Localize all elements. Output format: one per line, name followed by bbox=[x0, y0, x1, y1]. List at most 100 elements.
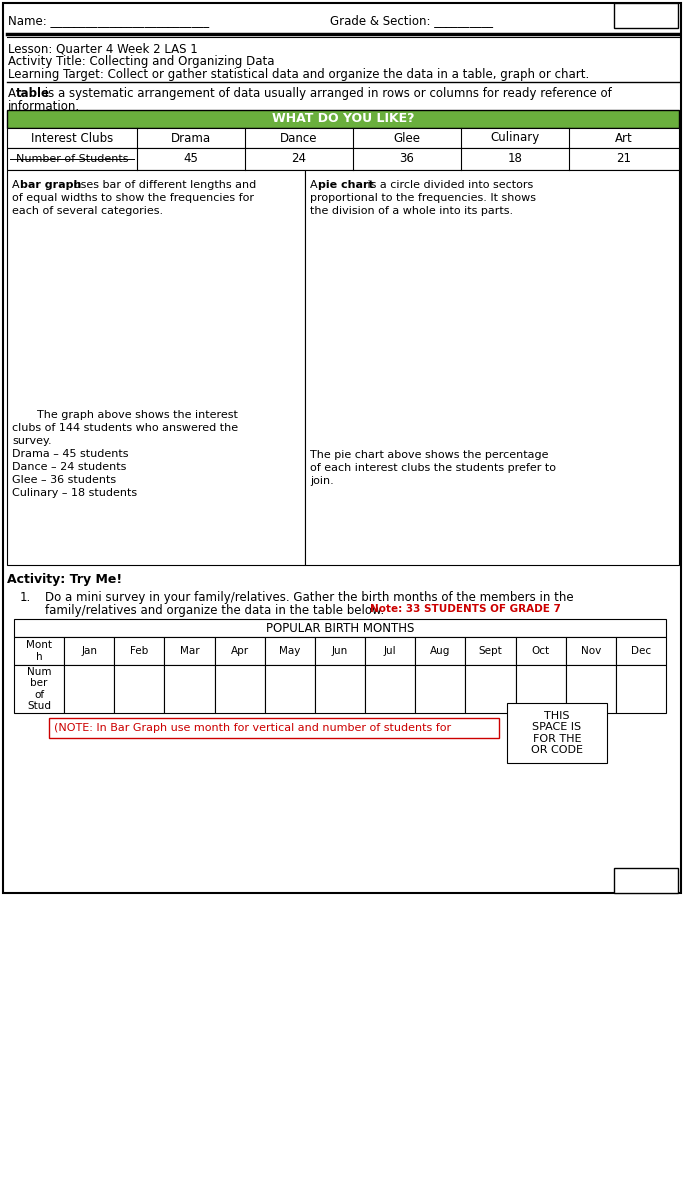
Text: Do a mini survey in your family/relatives. Gather the birth months of the member: Do a mini survey in your family/relative… bbox=[45, 591, 573, 604]
Text: Oct: Oct bbox=[532, 646, 549, 656]
Text: 1.: 1. bbox=[20, 591, 32, 604]
Text: Grade & Section: __________: Grade & Section: __________ bbox=[330, 14, 493, 27]
Text: Mont
h: Mont h bbox=[26, 640, 52, 661]
Text: 24: 24 bbox=[292, 152, 307, 165]
Bar bbox=[215, 665, 265, 713]
Text: 21: 21 bbox=[617, 152, 632, 165]
Text: is a systematic arrangement of data usually arranged in rows or columns for read: is a systematic arrangement of data usua… bbox=[41, 87, 612, 100]
Text: Mar: Mar bbox=[180, 646, 200, 656]
Text: proportional to the frequencies. It shows: proportional to the frequencies. It show… bbox=[310, 193, 536, 203]
Text: table: table bbox=[16, 87, 50, 100]
Text: (NOTE: In Bar Graph use month for vertical and number of students for: (NOTE: In Bar Graph use month for vertic… bbox=[54, 723, 451, 733]
Text: Culinary – 18 students: Culinary – 18 students bbox=[12, 488, 137, 498]
Bar bbox=[305, 170, 679, 565]
Bar bbox=[365, 637, 415, 665]
Bar bbox=[516, 637, 566, 665]
Text: join.: join. bbox=[310, 476, 334, 486]
Bar bbox=[566, 665, 616, 713]
Text: 36: 36 bbox=[399, 152, 414, 165]
Bar bbox=[265, 637, 315, 665]
Bar bbox=[115, 665, 165, 713]
Text: Num
ber
of
Stud: Num ber of Stud bbox=[27, 666, 51, 711]
Text: Number of Students: Number of Students bbox=[16, 154, 128, 164]
Bar bbox=[465, 665, 516, 713]
Bar bbox=[165, 637, 215, 665]
Bar bbox=[3, 4, 681, 893]
Text: Jun: Jun bbox=[332, 646, 348, 656]
Bar bbox=[614, 868, 678, 893]
Text: Glee – 36 students: Glee – 36 students bbox=[12, 475, 116, 485]
Text: The pie chart above shows the percentage: The pie chart above shows the percentage bbox=[310, 450, 549, 460]
Bar bbox=[7, 129, 679, 149]
Bar bbox=[465, 637, 516, 665]
Bar bbox=[7, 170, 305, 565]
Bar bbox=[14, 665, 64, 713]
Text: Sept: Sept bbox=[479, 646, 502, 656]
Text: Apr: Apr bbox=[230, 646, 249, 656]
Text: is a circle divided into sectors: is a circle divided into sectors bbox=[364, 180, 533, 190]
Text: Jan: Jan bbox=[81, 646, 97, 656]
Text: Dance – 24 students: Dance – 24 students bbox=[12, 462, 126, 472]
Text: family/relatives and organize the data in the table below.: family/relatives and organize the data i… bbox=[45, 604, 384, 617]
Text: clubs of 144 students who answered the: clubs of 144 students who answered the bbox=[12, 423, 238, 433]
Text: Learning Target: Collect or gather statistical data and organize the data in a t: Learning Target: Collect or gather stati… bbox=[8, 68, 589, 81]
Bar bbox=[507, 703, 607, 763]
Text: information.: information. bbox=[8, 100, 80, 113]
Bar bbox=[215, 637, 265, 665]
Text: bar graph: bar graph bbox=[20, 180, 82, 190]
Bar bbox=[165, 665, 215, 713]
Text: Dance: Dance bbox=[281, 132, 318, 145]
Text: Art: Art bbox=[615, 132, 633, 145]
Text: each of several categories.: each of several categories. bbox=[12, 206, 163, 216]
Text: Note: 33 STUDENTS OF GRADE 7: Note: 33 STUDENTS OF GRADE 7 bbox=[370, 604, 561, 614]
Text: Drama: Drama bbox=[171, 132, 211, 145]
Bar bbox=[7, 110, 679, 129]
Bar bbox=[14, 637, 64, 665]
Text: Dec: Dec bbox=[631, 646, 651, 656]
Text: Nov: Nov bbox=[580, 646, 601, 656]
Text: of equal widths to show the frequencies for: of equal widths to show the frequencies … bbox=[12, 193, 254, 203]
Bar bbox=[64, 637, 115, 665]
Text: Name: ___________________________: Name: ___________________________ bbox=[8, 14, 209, 27]
Text: 18: 18 bbox=[508, 152, 523, 165]
Bar bbox=[616, 665, 666, 713]
Bar bbox=[64, 665, 115, 713]
Text: THIS
SPACE IS
FOR THE
OR CODE: THIS SPACE IS FOR THE OR CODE bbox=[531, 711, 583, 756]
Bar bbox=[365, 665, 415, 713]
Text: survey.: survey. bbox=[12, 436, 51, 446]
Text: A: A bbox=[8, 87, 20, 100]
Text: POPULAR BIRTH MONTHS: POPULAR BIRTH MONTHS bbox=[265, 621, 414, 634]
Bar bbox=[614, 4, 678, 28]
Text: the division of a whole into its parts.: the division of a whole into its parts. bbox=[310, 206, 513, 216]
Text: Lesson: Quarter 4 Week 2 LAS 1: Lesson: Quarter 4 Week 2 LAS 1 bbox=[8, 42, 198, 55]
Bar bbox=[415, 665, 465, 713]
Bar bbox=[265, 665, 315, 713]
Text: Culinary: Culinary bbox=[490, 132, 540, 145]
Text: pie chart: pie chart bbox=[318, 180, 374, 190]
Text: Jul: Jul bbox=[384, 646, 397, 656]
Text: A: A bbox=[12, 180, 23, 190]
Text: uses bar of different lengths and: uses bar of different lengths and bbox=[70, 180, 257, 190]
Text: The graph above shows the interest: The graph above shows the interest bbox=[37, 410, 238, 420]
Text: A: A bbox=[310, 180, 321, 190]
Text: of each interest clubs the students prefer to: of each interest clubs the students pref… bbox=[310, 463, 556, 473]
Text: May: May bbox=[279, 646, 300, 656]
Bar bbox=[516, 665, 566, 713]
Text: Glee: Glee bbox=[394, 132, 421, 145]
Bar bbox=[415, 637, 465, 665]
Text: WHAT DO YOU LIKE?: WHAT DO YOU LIKE? bbox=[272, 112, 414, 125]
Text: Activity: Try Me!: Activity: Try Me! bbox=[7, 573, 122, 586]
Bar bbox=[14, 619, 666, 637]
Bar bbox=[49, 718, 499, 738]
Bar bbox=[566, 637, 616, 665]
Bar bbox=[7, 149, 679, 170]
Bar bbox=[315, 665, 365, 713]
Text: 45: 45 bbox=[184, 152, 198, 165]
Bar bbox=[315, 637, 365, 665]
Text: Aug: Aug bbox=[430, 646, 451, 656]
Text: Interest Clubs: Interest Clubs bbox=[31, 132, 113, 145]
Text: Drama – 45 students: Drama – 45 students bbox=[12, 449, 128, 459]
Text: Activity Title: Collecting and Organizing Data: Activity Title: Collecting and Organizin… bbox=[8, 55, 274, 68]
Bar bbox=[616, 637, 666, 665]
Bar bbox=[115, 637, 165, 665]
